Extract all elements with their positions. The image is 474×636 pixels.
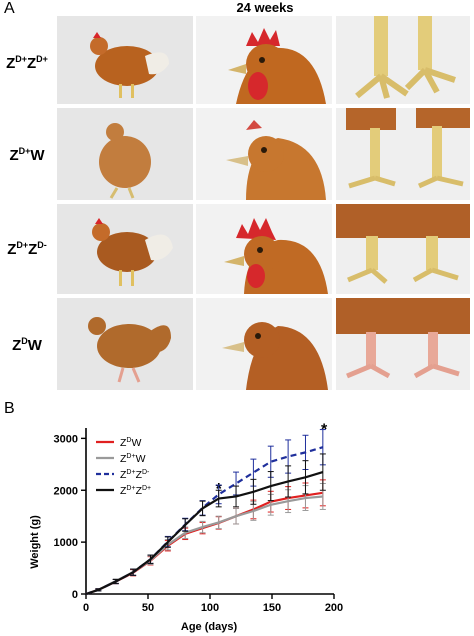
row-label-zdw: ZDW (12, 336, 42, 354)
row-label-zd+zd-: ZD+ZD- (7, 240, 47, 258)
y-tick-label: 1000 (54, 537, 78, 549)
x-tick-label: 150 (263, 602, 281, 614)
legend-entry: ZDW (120, 437, 141, 449)
panel-b-letter: B (4, 400, 15, 417)
x-axis-label: Age (days) (181, 621, 238, 633)
photo-head-row1 (196, 16, 332, 104)
photo-feet-row3 (336, 204, 470, 294)
photo-head-row2 (196, 108, 332, 200)
photo-head-row3 (196, 204, 332, 294)
series-3 (85, 453, 326, 596)
photo-feet-row2 (336, 108, 470, 200)
photo-feet-row1 (336, 16, 470, 104)
photo-body-row1 (57, 16, 193, 104)
legend-entry: ZD+ZD+ (120, 485, 151, 497)
photo-feet-row4 (336, 298, 470, 390)
panel-a-letter: A (4, 0, 15, 17)
series-line-2 (85, 446, 324, 596)
x-tick-label: 100 (201, 602, 219, 614)
y-tick-label: 3000 (54, 433, 78, 445)
legend-entry: ZD+W (120, 453, 146, 465)
y-tick-label: 0 (72, 589, 78, 601)
photo-body-row4 (57, 298, 193, 390)
y-tick-label: 2000 (54, 485, 78, 497)
x-tick-label: 0 (83, 602, 89, 614)
series-line-3 (85, 471, 324, 596)
row-label-zd+zd+: ZD+ZD+ (6, 54, 48, 72)
column-header: 24 weeks (236, 0, 294, 15)
photo-head-row4 (196, 298, 332, 390)
legend-entry: ZD+ZD- (120, 469, 150, 481)
photo-body-row2 (57, 108, 193, 200)
x-tick-label: 50 (142, 602, 154, 614)
y-axis-label: Weight (g) (29, 515, 41, 569)
x-tick-label: 200 (325, 602, 343, 614)
row-label-zd+w: ZD+W (9, 146, 45, 164)
photo-body-row3 (57, 204, 193, 294)
